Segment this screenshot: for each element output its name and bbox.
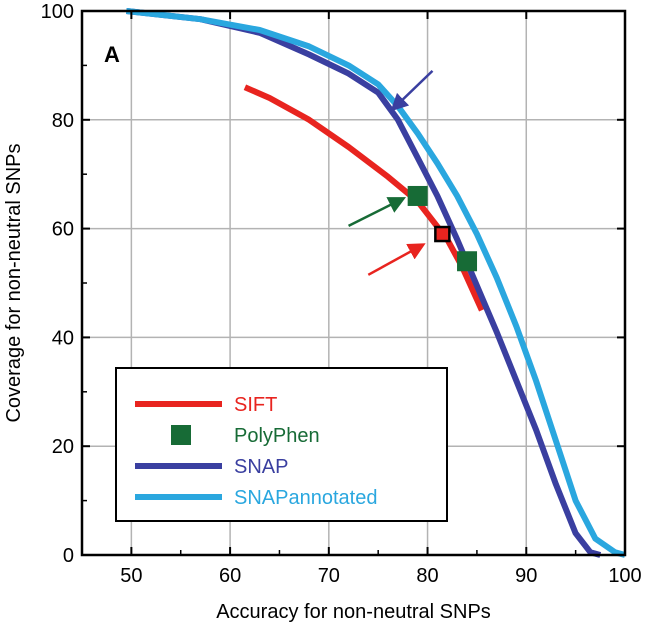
y-tick-label: 100 <box>41 1 74 23</box>
panel-label: A <box>104 42 120 67</box>
y-tick-label: 80 <box>52 110 74 132</box>
sift-highlight-point <box>434 225 451 243</box>
series-line-snapannotated <box>126 8 626 558</box>
annotation-arrow-3 <box>367 243 426 276</box>
y-axis-title: Coverage for non-neutral SNPs <box>3 143 25 422</box>
x-tick-label: 80 <box>416 565 438 587</box>
x-tick-label: 90 <box>515 565 537 587</box>
series-line-sift <box>243 84 485 312</box>
legend-items: SIFT PolyPhen SNAP SNAPannotated <box>135 394 377 509</box>
legend-label-snap: SNAP <box>234 456 288 478</box>
series-line-snap <box>126 8 602 558</box>
polyphen-point <box>457 251 478 272</box>
legend-swatch-polyphen <box>171 425 191 445</box>
x-tick-label: 50 <box>120 565 142 587</box>
legend: SIFT PolyPhen SNAP SNAPannotated <box>115 367 448 522</box>
y-tick-label: 40 <box>52 327 74 349</box>
marker-layer <box>407 185 478 272</box>
y-tick-label: 60 <box>52 219 74 241</box>
series-layer <box>126 8 626 558</box>
y-tick-label: 0 <box>63 545 74 567</box>
y-tick-label: 20 <box>52 436 74 458</box>
legend-label-sift: SIFT <box>234 394 277 416</box>
annotation-arrow-1 <box>390 69 434 112</box>
legend-label-polyphen: PolyPhen <box>234 425 320 447</box>
x-tick-label: 100 <box>608 565 641 587</box>
annotation-arrow-2 <box>348 197 406 227</box>
arrow-layer <box>348 69 434 276</box>
ticks: 50 60 70 80 90 100 0 20 40 60 80 100 <box>41 1 642 587</box>
x-tick-label: 60 <box>219 565 241 587</box>
polyphen-point <box>407 185 428 206</box>
x-axis-title: Accuracy for non-neutral SNPs <box>216 601 491 623</box>
legend-label-snapannotated: SNAPannotated <box>234 487 377 509</box>
x-tick-label: 70 <box>318 565 340 587</box>
